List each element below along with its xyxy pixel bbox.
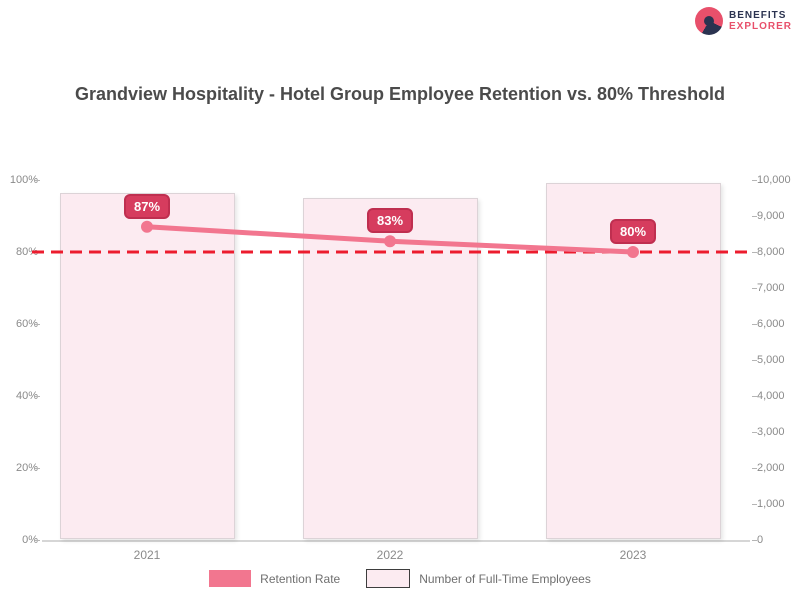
y-axis-left-tick-label: 0% bbox=[22, 534, 38, 546]
y-axis-left-tick-label: 60% bbox=[15, 318, 38, 330]
point-label-2023: 80% bbox=[610, 219, 656, 244]
y-axis-right-tick-mark bbox=[752, 396, 757, 397]
y-axis-right-tick-label: 6,000 bbox=[757, 318, 785, 330]
y-axis-left-tick-label: 100% bbox=[9, 174, 38, 186]
brand-logo-line2: EXPLORER bbox=[728, 21, 792, 32]
y-axis-right-tick-label: 0 bbox=[757, 534, 764, 546]
y-axis-left-tick-mark bbox=[35, 396, 40, 397]
y-axis-right-tick-mark bbox=[752, 504, 757, 505]
line-marker-2021 bbox=[141, 220, 153, 233]
brand-logo-icon bbox=[694, 7, 723, 35]
y-axis-left-tick-mark bbox=[35, 540, 40, 541]
line-marker-2023 bbox=[627, 246, 639, 258]
y-axis-right-tick-label: 4,000 bbox=[757, 390, 785, 402]
y-axis-right-tick-label: 9,000 bbox=[757, 210, 785, 222]
y-axis-right-tick-mark bbox=[752, 360, 757, 361]
y-axis-left-tick-label: 20% bbox=[15, 462, 38, 474]
y-axis-right-tick-mark bbox=[752, 216, 757, 217]
y-axis-right-tick-mark bbox=[752, 468, 757, 469]
legend-item-employees: Number of Full-Time Employees bbox=[366, 569, 591, 588]
y-axis-right-tick-mark bbox=[752, 432, 757, 433]
brand-logo-line1: BENEFITS bbox=[728, 10, 787, 21]
y-axis-right-tick-label: 7,000 bbox=[757, 282, 785, 294]
y-axis-right-tick-mark bbox=[752, 288, 757, 289]
legend-swatch-line bbox=[209, 570, 252, 587]
bar-2022 bbox=[303, 198, 478, 539]
y-axis-right-tick-label: 8,000 bbox=[757, 246, 785, 258]
y-axis-right-tick-mark bbox=[752, 324, 757, 325]
y-axis-right-tick-label: 1,000 bbox=[757, 498, 785, 510]
x-axis-label-2021: 2021 bbox=[133, 548, 161, 562]
x-axis-label-2022: 2022 bbox=[376, 548, 404, 562]
y-axis-left-tick-mark bbox=[35, 468, 40, 469]
y-axis-left-tick-label: 80% bbox=[15, 246, 38, 258]
bar-2021 bbox=[60, 192, 235, 539]
chart-title: Grandview Hospitality - Hotel Group Empl… bbox=[74, 84, 726, 104]
y-axis-left-tick-mark bbox=[35, 324, 40, 325]
point-label-2022: 83% bbox=[367, 208, 413, 234]
point-label-2021: 87% bbox=[124, 193, 170, 219]
x-axis-line bbox=[42, 540, 750, 542]
y-axis-right-tick-label: 10,000 bbox=[757, 174, 791, 186]
brand-logo: BENEFITS EXPLORER bbox=[694, 7, 792, 35]
legend-item-retention-rate: Retention Rate bbox=[209, 570, 340, 587]
line-marker-2022 bbox=[384, 235, 396, 248]
y-axis-right-tick-label: 2,000 bbox=[757, 462, 785, 474]
y-axis-left-tick-label: 40% bbox=[15, 390, 38, 402]
y-axis-right-tick-label: 5,000 bbox=[757, 354, 785, 366]
legend-label: Number of Full-Time Employees bbox=[419, 571, 591, 586]
y-axis-right-tick-mark bbox=[752, 180, 757, 181]
brand-logo-text: BENEFITS EXPLORER bbox=[729, 10, 792, 32]
legend-swatch-bar bbox=[366, 569, 411, 588]
y-axis-right-tick-mark bbox=[752, 540, 757, 541]
y-axis-right-tick-mark bbox=[752, 252, 757, 253]
y-axis-left-tick-mark bbox=[35, 180, 40, 181]
y-axis-right-tick-label: 3,000 bbox=[757, 426, 785, 438]
legend-label: Retention Rate bbox=[260, 571, 341, 586]
legend: Retention Rate Number of Full-Time Emplo… bbox=[0, 569, 800, 588]
x-axis-label-2023: 2023 bbox=[619, 548, 647, 562]
